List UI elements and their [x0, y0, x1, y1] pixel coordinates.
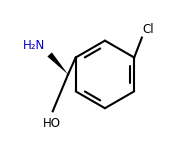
Polygon shape: [47, 52, 68, 74]
Text: HO: HO: [43, 117, 61, 131]
Text: H₂N: H₂N: [23, 39, 45, 52]
Text: Cl: Cl: [143, 23, 154, 36]
